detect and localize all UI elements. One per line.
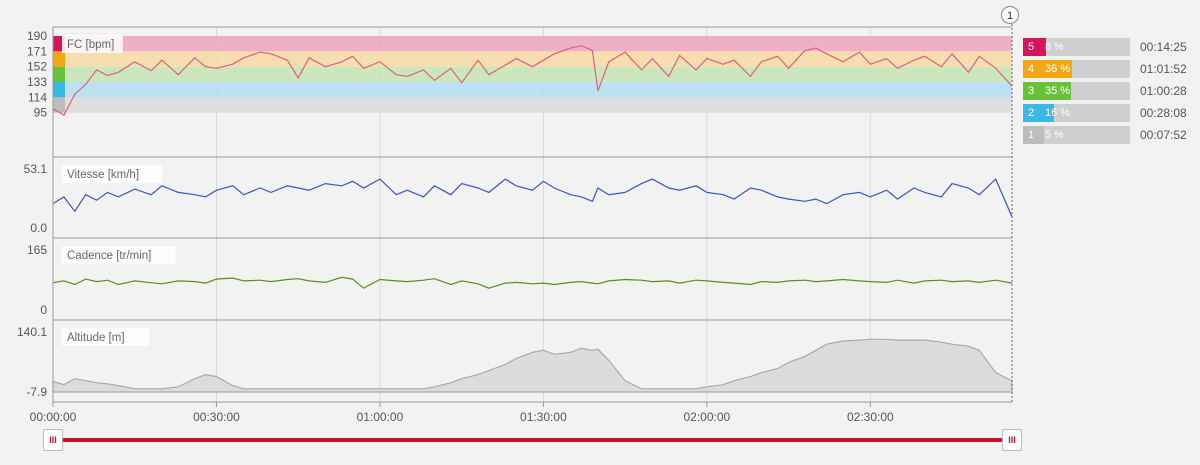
panel-caption: Vitesse [km/h] [67,169,139,181]
zone-percent-bar [1039,126,1044,144]
altitude-area [52,338,1013,393]
hr-zone-row: 3 35 % 01:00:28 [1023,82,1187,100]
y-tick-label: 171 [27,44,47,58]
hr-zone-row: 4 36 % 01:01:52 [1023,60,1187,78]
y-tick-label: 133 [27,75,47,89]
y-tick-label: 190 [27,29,47,43]
range-slider-left-handle[interactable]: III [43,429,63,451]
hr-zone-marker-1 [53,97,65,113]
panel-caption: Altitude [m] [67,332,125,344]
zone-number: 1 [1023,126,1039,144]
caption-bg [62,165,163,183]
zone-number: 3 [1023,82,1039,100]
series-line-1 [52,178,1013,218]
zone-time: 00:14:25 [1140,40,1187,54]
x-tick-label: 02:30:00 [847,410,894,424]
lap-marker[interactable]: 1 [1001,6,1019,24]
zone-time: 00:07:52 [1140,128,1187,142]
hr-zone-band-3 [53,66,1012,82]
x-tick-label: 01:00:00 [357,410,404,424]
zone-percent-bar [1039,82,1071,100]
series-line-0 [52,45,1013,116]
hr-zone-band-2 [53,82,1012,98]
range-slider-track[interactable] [53,438,1012,442]
zone-percent-bar [1039,104,1054,122]
zone-percent-label: 5 % [1045,129,1064,141]
hr-zone-row: 1 5 % 00:07:52 [1023,126,1187,144]
caption-bg [62,246,176,264]
range-slider-right-handle[interactable]: III [1002,429,1022,451]
x-tick-label: 00:30:00 [193,410,240,424]
zone-percent-bar [1039,60,1072,78]
hr-zone-marker-4 [53,51,65,67]
x-tick-label: 02:00:00 [684,410,731,424]
x-tick-label: 01:30:00 [520,410,567,424]
hr-zone-marker-3 [53,66,65,82]
y-tick-label: 152 [27,60,47,74]
zone-number: 5 [1023,38,1039,56]
zone-percent-label: 16 % [1045,107,1071,119]
zone-time: 01:00:28 [1140,84,1187,98]
panel-caption: FC [bpm] [67,39,114,51]
y-tick-label: 0.0 [30,221,47,235]
zone-time: 00:28:08 [1140,106,1187,120]
hr-zone-band-1 [53,97,1012,113]
zone-percent-label: 36 % [1045,63,1071,75]
hr-zone-band-4 [53,51,1012,67]
y-tick-label: -7.9 [26,385,47,399]
zone-percent-label: 35 % [1045,85,1071,97]
zone-number: 4 [1023,60,1039,78]
zone-percent-bar [1039,38,1047,56]
y-tick-label: 0 [40,303,47,317]
y-tick-label: 165 [27,243,47,257]
zone-time: 01:01:52 [1140,62,1187,76]
y-tick-label: 140.1 [17,325,47,339]
caption-bg [62,328,150,346]
caption-bg [62,35,123,53]
y-tick-label: 53.1 [24,162,48,176]
series-line-2 [52,276,1013,289]
y-tick-label: 95 [34,106,48,120]
panel-caption: Cadence [tr/min] [67,250,151,262]
grip-icon: III [1008,435,1016,445]
hr-zone-row: 5 8 % 00:14:25 [1023,38,1187,56]
y-tick-label: 114 [28,90,47,104]
hr-zone-marker-2 [53,82,65,98]
zone-number: 2 [1023,104,1039,122]
x-tick-label: 00:00:00 [30,410,77,424]
hr-zone-band-5 [53,36,1012,52]
zone-percent-label: 8 % [1045,41,1064,53]
grip-icon: III [49,435,57,445]
hr-zone-row: 2 16 % 00:28:08 [1023,104,1187,122]
